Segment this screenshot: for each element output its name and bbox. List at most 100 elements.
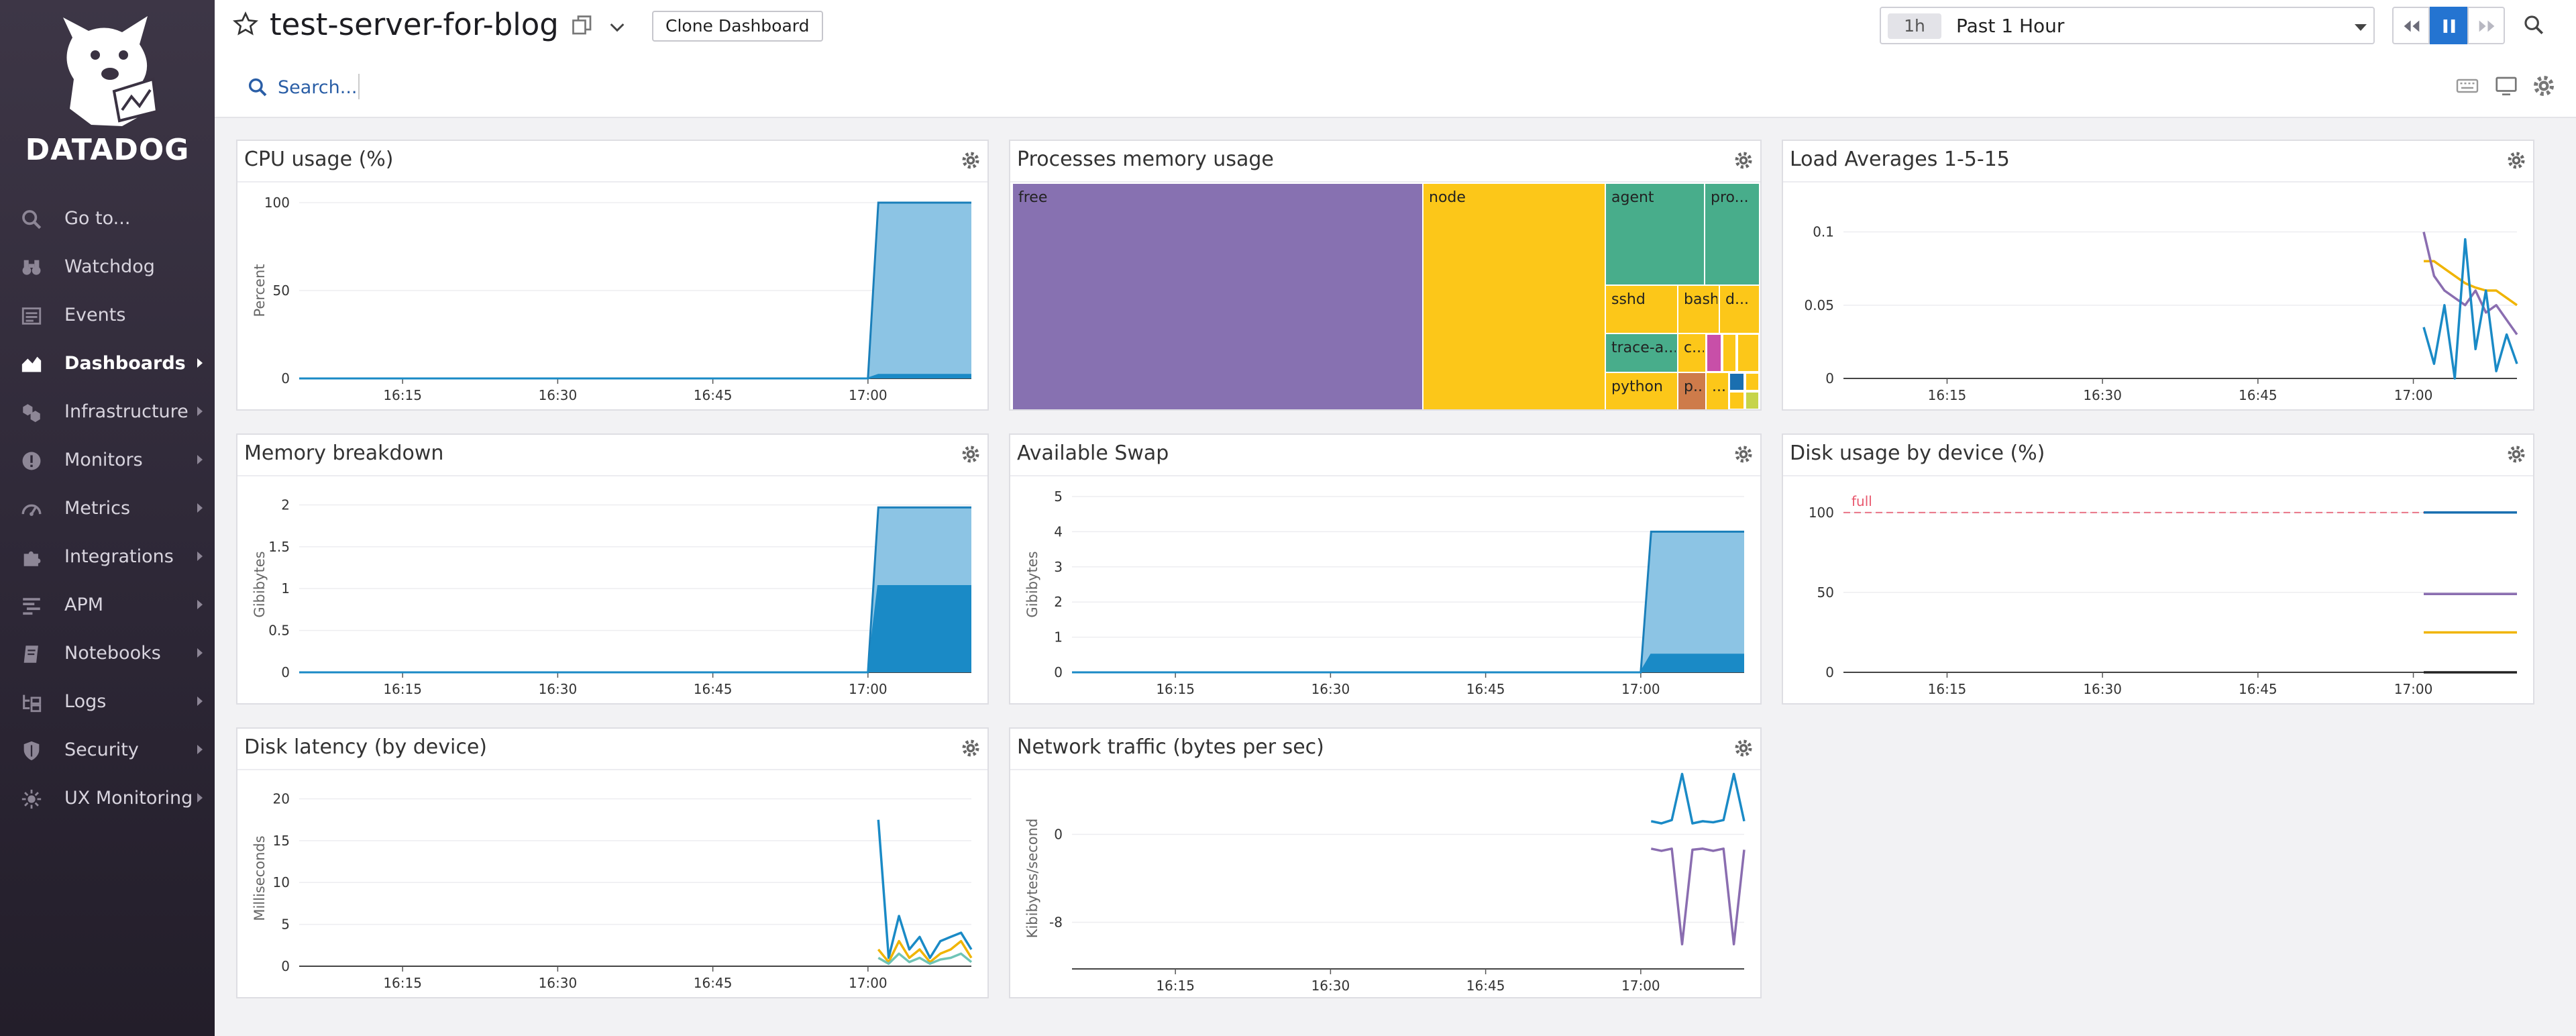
treemap-tile[interactable]: free	[1013, 184, 1422, 409]
treemap-tile-small[interactable]	[1729, 392, 1744, 409]
y-axis-label: Gibibytes	[252, 551, 268, 617]
notebook-icon	[23, 645, 38, 663]
widget-settings-gear-icon[interactable]	[961, 444, 981, 464]
y-tick-label: 0.5	[268, 623, 290, 639]
datadog-dog-icon	[63, 16, 159, 126]
x-tick-label: 16:15	[383, 975, 422, 991]
sidebar-item-events[interactable]: Events	[0, 291, 215, 340]
puzzle-icon	[23, 551, 41, 566]
treemap-tile-small[interactable]	[1746, 373, 1759, 391]
x-tick-label: 17:00	[849, 387, 888, 403]
sidebar-item-metrics[interactable]: Metrics	[0, 484, 215, 533]
sidebar-item-go-to[interactable]: Go to...	[0, 195, 215, 243]
treemap-tile[interactable]: bash	[1678, 286, 1719, 333]
y-tick-label: 2	[281, 497, 290, 513]
cpu-usage-chart[interactable]: Percent 0 50 100 16:15 16:30 16:45 17:00	[237, 183, 989, 411]
processes-memory-treemap[interactable]: free node agent pro... sshd bash d... trace-a..…	[1013, 184, 1759, 409]
sidebar-item-watchdog[interactable]: Watchdog	[0, 243, 215, 291]
load-averages-chart[interactable]: 0 0.05 0.1 16:15 16:30 16:45 17:00	[1783, 183, 2534, 411]
y-tick-label: 0.05	[1804, 297, 1834, 313]
x-tick-label: 16:30	[539, 975, 578, 991]
step-forward-button[interactable]	[2467, 7, 2505, 44]
series-area-1	[299, 586, 971, 672]
widget-settings-gear-icon[interactable]	[961, 738, 981, 758]
treemap-tile-label: node	[1429, 189, 1466, 206]
x-tick-label: 16:45	[1466, 681, 1505, 697]
timeframe-selector[interactable]: 1h Past 1 Hour	[1880, 7, 2375, 44]
disk-usage-chart[interactable]: 0 50 100 16:15 16:30 16:45 17:00 full	[1783, 476, 2534, 705]
sidebar-item-ux-monitoring[interactable]: UX Monitoring	[0, 774, 215, 823]
divider	[237, 181, 987, 183]
sidebar-item-monitors[interactable]: Monitors	[0, 436, 215, 484]
treemap-tile-small[interactable]	[1707, 334, 1721, 372]
y-tick-label: 0	[1054, 827, 1063, 843]
widget-settings-gear-icon[interactable]	[1733, 150, 1754, 170]
memory-breakdown-chart[interactable]: Gibibytes 0 0.5 1 1.5 2 16:15 16:30 16:45 17:00	[237, 476, 989, 705]
fast-forward-icon	[2479, 20, 2495, 32]
treemap-tile[interactable]: python	[1606, 373, 1677, 409]
star-icon[interactable]	[232, 11, 259, 38]
treemap-tile[interactable]: pro...	[1705, 184, 1759, 284]
copy-icon[interactable]	[570, 13, 594, 38]
x-tick-label: 16:45	[1466, 978, 1505, 994]
sidebar-item-label: Infrastructure	[64, 401, 189, 422]
widget-settings-gear-icon[interactable]	[961, 150, 981, 170]
clone-dashboard-button[interactable]: Clone Dashboard	[652, 11, 823, 42]
treemap-tile[interactable]: ...	[1707, 373, 1728, 409]
treemap-tile-label: agent	[1611, 189, 1654, 206]
pause-button[interactable]	[2430, 7, 2467, 44]
widget-settings-gear-icon[interactable]	[1733, 444, 1754, 464]
available-swap-chart[interactable]: Gibibytes 0 1 2 3 4 5 16:15 16:30 16:45 17:00	[1010, 476, 1762, 705]
treemap-tile-small[interactable]	[1737, 334, 1759, 372]
series-line-1	[1650, 847, 1746, 946]
x-tick-label: 16:45	[694, 387, 733, 403]
treemap-tile-small[interactable]	[1729, 373, 1744, 391]
dashboard-header: test-server-for-blog Clone Dashboard Sea…	[215, 0, 2576, 118]
widget-title: Disk usage by device (%)	[1790, 442, 2045, 465]
sidebar-item-label: Events	[64, 305, 126, 325]
tv-mode-icon[interactable]	[2494, 74, 2518, 98]
search-button[interactable]: Search...	[247, 74, 358, 101]
treemap-tile[interactable]: agent	[1606, 184, 1704, 284]
network-traffic-chart[interactable]: Kibibytes/second -8 0 16:15 16:30 16:45 17:00	[1010, 770, 1762, 998]
widget-settings-gear-icon[interactable]	[1733, 738, 1754, 758]
widget-settings-gear-icon[interactable]	[2506, 444, 2526, 464]
x-tick-label: 16:15	[383, 681, 422, 697]
sidebar-item-apm[interactable]: APM	[0, 581, 215, 629]
brand-text: DATADOG	[25, 133, 190, 167]
treemap-tile-small[interactable]	[1746, 392, 1759, 409]
y-tick-label: -8	[1049, 915, 1063, 931]
sidebar-item-infrastructure[interactable]: Infrastructure	[0, 388, 215, 436]
datadog-logo[interactable]: DATADOG	[0, 0, 215, 181]
treemap-tile[interactable]: sshd	[1606, 286, 1677, 333]
sidebar-item-label: Integrations	[64, 546, 174, 567]
sidebar-item-notebooks[interactable]: Notebooks	[0, 629, 215, 678]
x-tick-label: 16:45	[2239, 387, 2277, 403]
step-back-button[interactable]	[2392, 7, 2430, 44]
treemap-tile[interactable]: trace-a...	[1606, 334, 1677, 372]
sidebar-item-dashboards[interactable]: Dashboards	[0, 340, 215, 388]
sidebar-item-security[interactable]: Security	[0, 726, 215, 774]
series-line-2	[2422, 238, 2518, 380]
y-tick-label: 0.1	[1813, 224, 1834, 240]
treemap-tile[interactable]: c...	[1678, 334, 1705, 372]
disk-latency-chart[interactable]: Milliseconds 0 5 10 15 20 16:15 16:30 16:45 17:00	[237, 770, 989, 998]
gear-icon[interactable]	[2532, 74, 2556, 98]
keyboard-icon[interactable]	[2455, 74, 2479, 98]
events-list-icon	[21, 307, 42, 325]
treemap-tile[interactable]: d...	[1720, 286, 1759, 333]
widget-settings-gear-icon[interactable]	[2506, 150, 2526, 170]
zoom-button[interactable]	[2516, 7, 2553, 44]
treemap-tile[interactable]: p...	[1678, 373, 1705, 409]
submenu-arrow-icon	[197, 552, 203, 561]
apm-bars-icon	[23, 598, 40, 615]
dropdown-caret-icon	[2355, 24, 2367, 31]
sidebar-item-integrations[interactable]: Integrations	[0, 533, 215, 581]
y-tick-label: 1	[281, 580, 290, 597]
treemap-tile-label: sshd	[1611, 291, 1646, 308]
treemap-tile-small[interactable]	[1723, 334, 1736, 372]
sidebar-item-logs[interactable]: Logs	[0, 678, 215, 726]
divider	[1783, 475, 2533, 476]
treemap-tile[interactable]: node	[1424, 184, 1605, 409]
chevron-down-icon[interactable]	[606, 16, 628, 38]
